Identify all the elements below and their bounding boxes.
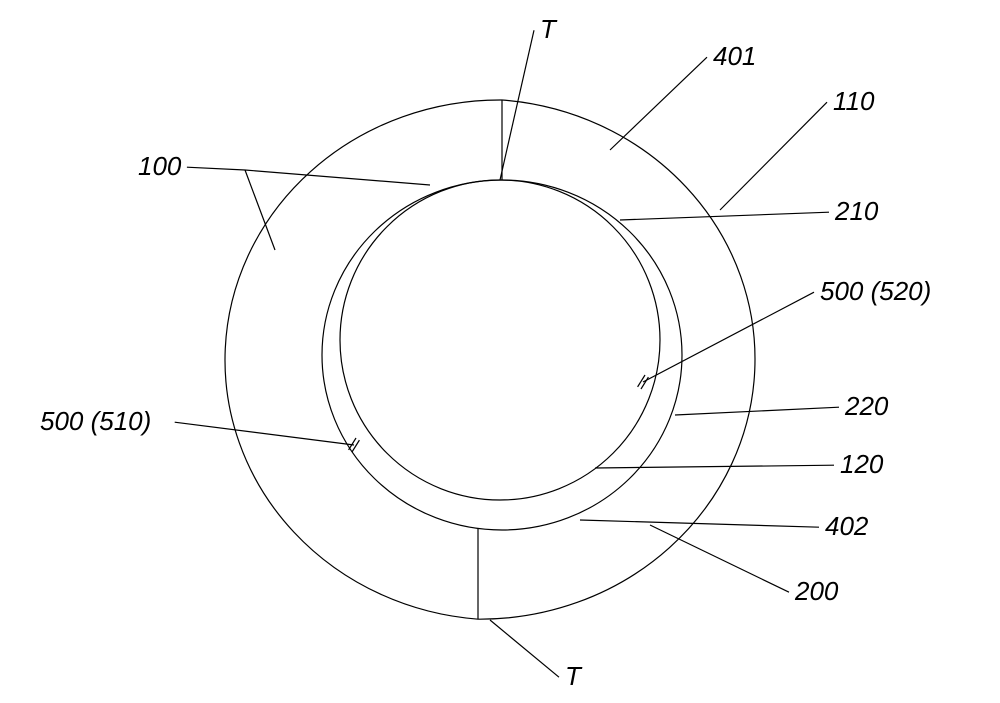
leader-L200 bbox=[650, 525, 789, 592]
inner-circle-100 bbox=[340, 180, 660, 500]
outer-arc-120 bbox=[225, 100, 502, 619]
label-text-L401: 401 bbox=[713, 41, 756, 71]
label-text-T_bot: T bbox=[565, 661, 583, 691]
label-L120: 120 bbox=[595, 449, 884, 479]
leader-L100 bbox=[187, 167, 245, 170]
label-text-L500_510: 500 (510) bbox=[40, 406, 151, 436]
leader-L210 bbox=[620, 212, 829, 220]
leader-L100-b bbox=[245, 170, 275, 250]
leader-L500_520 bbox=[643, 292, 814, 382]
label-text-L220: 220 bbox=[844, 391, 889, 421]
label-L210: 210 bbox=[620, 196, 879, 226]
label-text-L110: 110 bbox=[833, 86, 875, 116]
label-L110: 110 bbox=[720, 86, 875, 210]
leader-L100-a bbox=[245, 170, 430, 185]
mid-ellipse-200 bbox=[322, 180, 682, 530]
label-text-L210: 210 bbox=[834, 196, 879, 226]
leader-L120 bbox=[595, 465, 834, 468]
label-T_bot: T bbox=[490, 620, 583, 691]
label-L500_520: 500 (520) bbox=[643, 276, 931, 382]
leader-L110 bbox=[720, 102, 827, 210]
leader-L401 bbox=[610, 57, 707, 150]
label-L401: 401 bbox=[610, 41, 756, 150]
leader-L500_510 bbox=[175, 422, 354, 445]
outer-arc-110 bbox=[478, 100, 755, 619]
label-text-L120: 120 bbox=[840, 449, 884, 479]
label-L100: 100 bbox=[138, 151, 430, 250]
label-L402: 402 bbox=[580, 511, 869, 541]
label-L220: 220 bbox=[675, 391, 889, 421]
label-text-L402: 402 bbox=[825, 511, 869, 541]
technical-diagram: T 401 110 100 210 500 (520) 500 (510) 220 120 402… bbox=[0, 0, 1000, 703]
label-text-T_top: T bbox=[540, 14, 558, 44]
leader-T_bot bbox=[490, 620, 559, 677]
label-L200: 200 bbox=[650, 525, 839, 606]
label-L500_510: 500 (510) bbox=[40, 406, 354, 445]
label-text-L500_520: 500 (520) bbox=[820, 276, 931, 306]
label-T_top: T bbox=[500, 14, 558, 180]
label-text-L100: 100 bbox=[138, 151, 182, 181]
label-text-L200: 200 bbox=[794, 576, 839, 606]
leader-L220 bbox=[675, 407, 839, 415]
leader-T_top bbox=[500, 30, 534, 180]
leader-L402 bbox=[580, 520, 819, 527]
